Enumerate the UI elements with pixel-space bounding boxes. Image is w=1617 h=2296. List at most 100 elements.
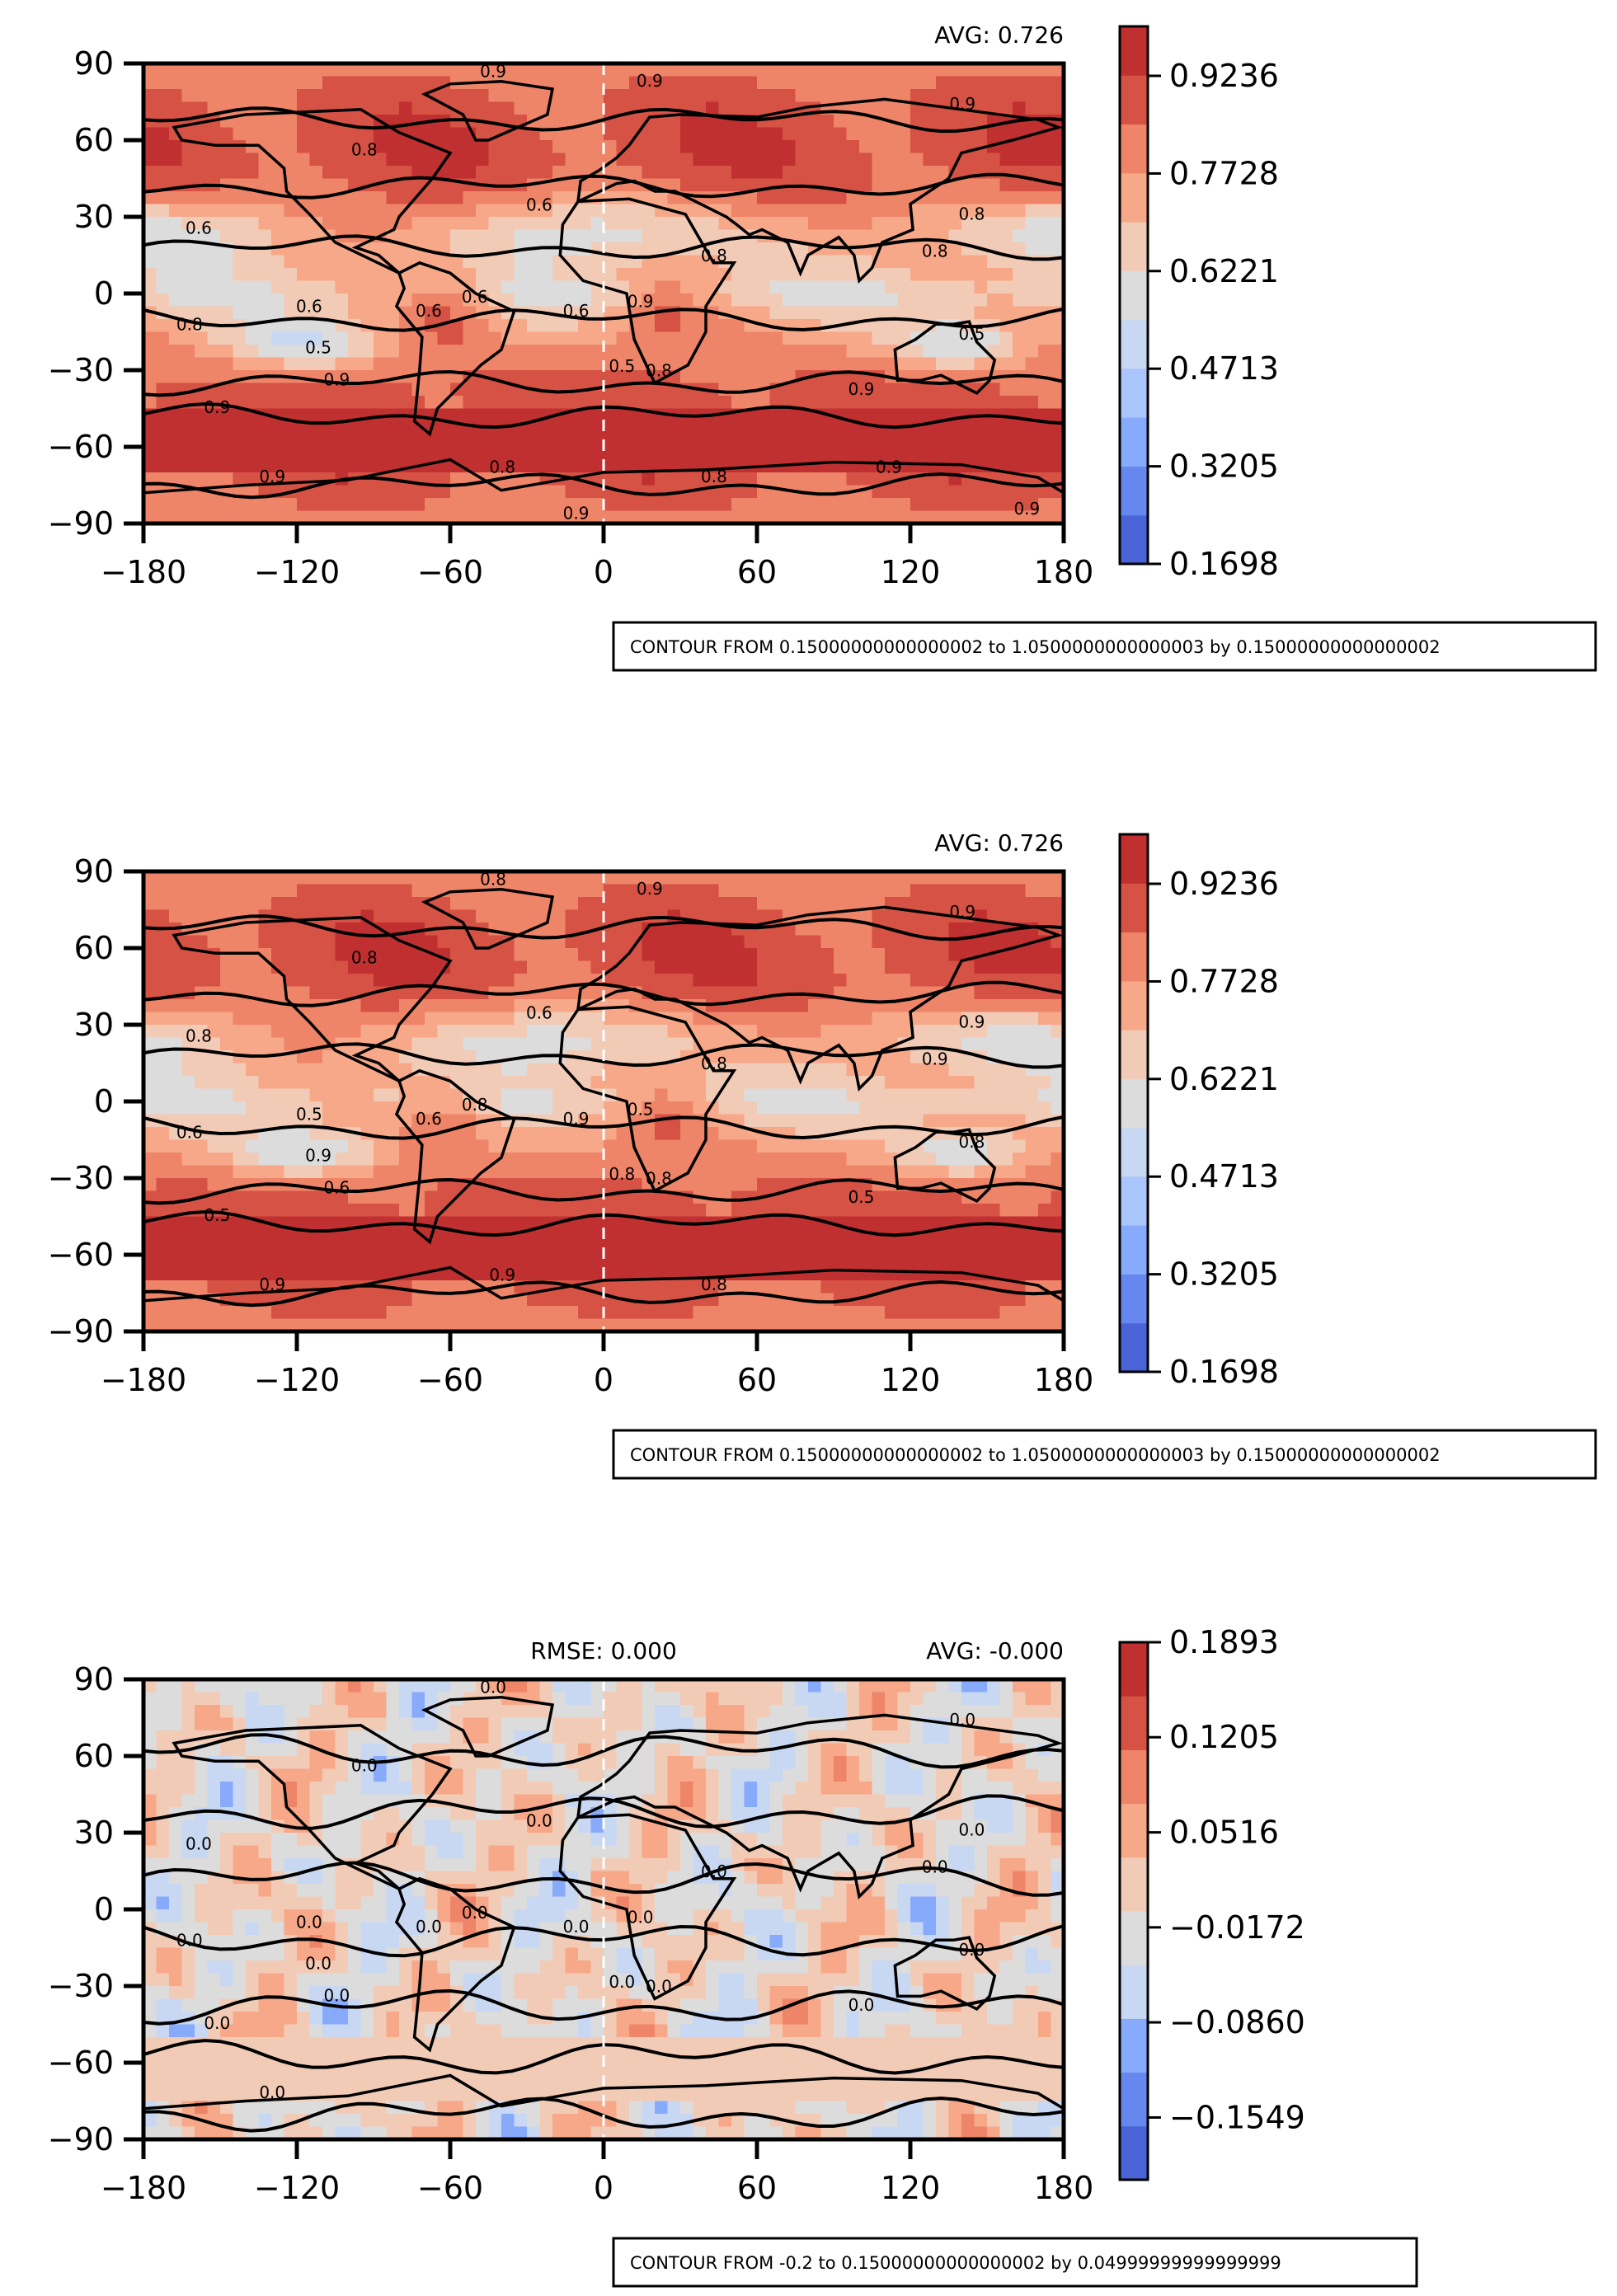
field-cell (834, 1229, 848, 1243)
field-cell (450, 510, 464, 524)
field-cell (1038, 1216, 1052, 1230)
field-cell (590, 204, 604, 218)
field-cell (476, 1063, 490, 1077)
field-cell (195, 510, 209, 524)
field-cell (616, 974, 630, 988)
field-cell (655, 884, 669, 898)
field-cell (872, 1190, 886, 1204)
field-cell (961, 357, 975, 371)
field-cell (897, 1050, 911, 1064)
field-cell (335, 280, 349, 294)
field-cell (706, 1076, 720, 1090)
field-cell (1013, 153, 1027, 167)
field-cell (731, 485, 745, 499)
field-cell (169, 357, 183, 371)
field-cell (284, 255, 298, 269)
field-cell (834, 217, 848, 231)
field-cell (859, 255, 873, 269)
field-cell (1038, 510, 1052, 524)
field-cell (463, 1025, 477, 1039)
field-cell (578, 871, 592, 885)
field-cell (246, 434, 260, 448)
field-cell (590, 1153, 604, 1167)
field-cell (897, 485, 911, 499)
field-cell (360, 89, 374, 103)
field-cell (207, 510, 221, 524)
field-cell (872, 1216, 886, 1230)
field-cell (910, 485, 924, 499)
field-cell (1013, 345, 1027, 359)
field-cell (629, 1242, 643, 1256)
field-cell (374, 1025, 388, 1039)
field-cell (808, 472, 822, 486)
field-cell (1025, 140, 1039, 154)
field-cell (693, 280, 707, 294)
field-cell (195, 960, 209, 974)
field-cell (437, 498, 451, 512)
field-cell (348, 396, 362, 410)
field-cell (552, 1242, 566, 1256)
field-cell (207, 293, 221, 308)
field-cell (1038, 999, 1052, 1013)
field-cell (143, 1165, 157, 1179)
field-cell (1051, 974, 1064, 988)
field-cell (271, 306, 285, 320)
field-cell (501, 280, 515, 294)
field-cell (425, 1190, 439, 1204)
field-cell (872, 63, 886, 77)
field-cell (974, 178, 988, 192)
field-cell (476, 89, 490, 103)
x-tick-label: −120 (254, 554, 340, 590)
field-cell (872, 1114, 886, 1128)
field-cell (680, 884, 694, 898)
field-cell (539, 217, 553, 231)
field-cell (360, 268, 374, 282)
field-cell (987, 974, 1001, 988)
field-cell (501, 255, 515, 269)
field-cell (169, 331, 183, 345)
field-cell (284, 1114, 298, 1128)
field-cell (923, 1088, 937, 1102)
field-cell (284, 1139, 298, 1153)
field-cell (271, 63, 285, 77)
field-cell (181, 1025, 195, 1039)
field-cell (539, 1025, 553, 1039)
field-cell (706, 268, 720, 282)
field-cell (220, 63, 234, 77)
field-cell (335, 331, 349, 345)
field-cell (437, 1242, 451, 1256)
colorbar-swatch (1120, 417, 1148, 467)
field-cell (999, 242, 1013, 256)
field-cell (974, 204, 988, 218)
field-cell (463, 498, 477, 512)
field-cell (258, 884, 272, 898)
field-cell (207, 268, 221, 282)
field-cell (411, 63, 425, 77)
field-cell (271, 255, 285, 269)
field-cell (808, 434, 822, 448)
field-cell (514, 1139, 528, 1153)
field-cell (143, 140, 157, 154)
field-cell (846, 63, 860, 77)
field-cell (335, 357, 349, 371)
field-cell (476, 1025, 490, 1039)
field-cell (195, 1216, 209, 1230)
field-cell (693, 935, 707, 949)
field-cell (859, 434, 873, 448)
field-cell (374, 447, 388, 461)
field-cell (680, 923, 694, 937)
y-tick-label: −60 (48, 429, 114, 465)
field-cell (271, 1101, 285, 1115)
field-cell (360, 485, 374, 499)
field-cell (360, 127, 374, 141)
field-cell (795, 1012, 809, 1026)
field-cell (233, 280, 247, 294)
field-cell (731, 293, 745, 308)
field-cell (948, 140, 962, 154)
field-cell (885, 1076, 899, 1090)
field-cell (604, 1063, 618, 1077)
field-cell (974, 897, 988, 911)
field-cell (348, 357, 362, 371)
field-cell (181, 370, 195, 384)
field-cell (297, 63, 311, 77)
